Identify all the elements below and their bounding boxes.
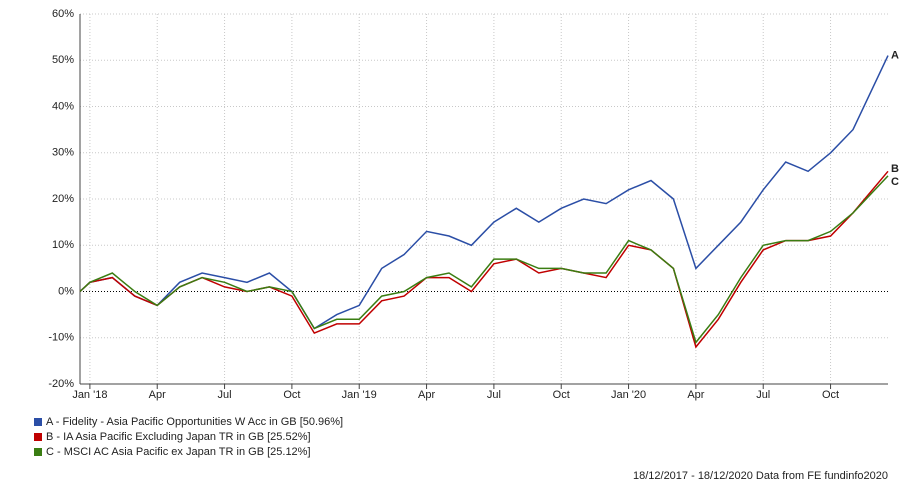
legend-label: A - Fidelity - Asia Pacific Opportunitie… <box>46 416 343 428</box>
y-tick-label: 50% <box>52 54 74 66</box>
end-label: A <box>891 50 899 62</box>
x-tick-label: Jan '20 <box>611 389 646 401</box>
x-tick-label: Jul <box>218 389 232 401</box>
series-line <box>79 170 889 349</box>
y-tick-label: -10% <box>48 332 74 344</box>
series-line <box>79 175 889 344</box>
y-tick-label: 20% <box>52 193 74 205</box>
y-tick-label: 60% <box>52 8 74 20</box>
x-tick-label: Oct <box>283 389 300 401</box>
x-tick-label: Oct <box>553 389 570 401</box>
y-tick-label: 10% <box>52 239 74 251</box>
x-tick-label: Apr <box>418 389 435 401</box>
end-label: B <box>891 163 899 175</box>
y-tick-label: 30% <box>52 147 74 159</box>
x-tick-label: Apr <box>149 389 166 401</box>
series-line <box>79 55 889 330</box>
legend-label: B - IA Asia Pacific Excluding Japan TR i… <box>46 431 311 443</box>
x-tick-label: Jul <box>756 389 770 401</box>
y-tick-label: -20% <box>48 378 74 390</box>
x-tick-label: Jan '18 <box>72 389 107 401</box>
footer: 18/12/2017 - 18/12/2020 Data from FE fun… <box>633 470 888 482</box>
x-tick-label: Oct <box>822 389 839 401</box>
x-tick-label: Apr <box>687 389 704 401</box>
legend-label: C - MSCI AC Asia Pacific ex Japan TR in … <box>46 446 311 458</box>
x-tick-label: Jul <box>487 389 501 401</box>
legend-swatch <box>34 433 42 441</box>
y-tick-label: 0% <box>58 285 74 297</box>
legend-swatch <box>34 448 42 456</box>
y-tick-label: 40% <box>52 100 74 112</box>
end-label: C <box>891 176 899 188</box>
legend-swatch <box>34 418 42 426</box>
x-tick-label: Jan '19 <box>342 389 377 401</box>
